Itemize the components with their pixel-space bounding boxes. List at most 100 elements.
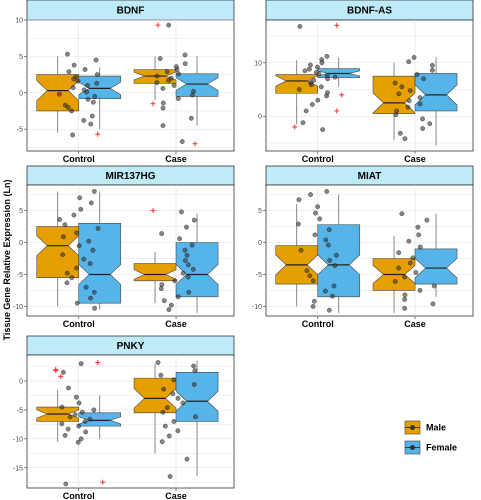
data-point: [90, 99, 96, 105]
data-point: [93, 57, 99, 63]
data-point: [180, 270, 186, 276]
data-point: [76, 423, 82, 429]
data-point: [59, 421, 65, 427]
x-category-label: Control: [63, 154, 95, 164]
data-point: [64, 270, 70, 276]
data-point: [88, 121, 94, 127]
data-point: [92, 305, 97, 311]
data-point: [307, 273, 313, 279]
data-point: [399, 84, 405, 90]
data-point: [160, 123, 166, 128]
y-tick-label: -10: [252, 304, 262, 311]
data-point: [313, 210, 318, 216]
data-point: [406, 59, 412, 65]
data-point: [66, 385, 71, 391]
data-point: [57, 217, 62, 222]
legend-item-male: Male: [404, 420, 446, 435]
data-point: [66, 69, 72, 75]
data-point: [74, 300, 80, 306]
data-point: [164, 69, 170, 75]
box-case-female: [175, 56, 219, 147]
data-point: [85, 83, 90, 88]
data-point: [324, 93, 329, 99]
box-case-male: [372, 236, 416, 313]
panel-miat: MIAT -10 -5 0 5 Control Case: [252, 165, 474, 329]
data-point: [411, 55, 417, 60]
data-point: [307, 66, 312, 72]
y-tick-label: 0: [19, 240, 23, 247]
data-point: [161, 298, 167, 304]
data-point: [420, 126, 425, 131]
data-point: [91, 290, 97, 295]
data-point: [59, 404, 65, 410]
data-point: [166, 78, 171, 83]
data-point: [392, 80, 398, 86]
x-category-label: Case: [165, 491, 187, 500]
data-point: [88, 295, 93, 301]
data-point: [161, 386, 166, 392]
box-body: [175, 372, 219, 422]
data-point: [297, 24, 303, 29]
data-point: [159, 439, 165, 445]
data-point: [75, 439, 81, 445]
data-point: [332, 74, 338, 80]
x-category-label: Control: [63, 319, 95, 329]
data-point: [331, 283, 337, 289]
data-point: [406, 238, 412, 244]
data-point: [193, 414, 198, 420]
data-point: [402, 274, 407, 280]
box-control-female: [78, 67, 122, 137]
data-point: [72, 412, 78, 417]
data-point: [407, 88, 413, 93]
y-axis-label: Tissue Gene Relative Expression (Ln): [2, 180, 12, 341]
data-point: [61, 369, 66, 375]
y-tick-label: 5: [258, 208, 262, 215]
legend-swatch-dot: [410, 445, 415, 450]
data-point: [71, 62, 77, 68]
data-point: [175, 294, 181, 300]
data-point: [186, 290, 192, 295]
box-body: [133, 263, 177, 282]
panel-title: BDNF: [117, 6, 145, 17]
y-tick-label: -5: [17, 272, 23, 279]
data-point: [296, 197, 302, 203]
data-point: [83, 429, 88, 435]
data-point: [402, 292, 408, 298]
data-point: [315, 204, 320, 210]
data-point: [417, 101, 423, 107]
data-point: [392, 279, 398, 284]
data-point: [324, 54, 330, 59]
data-point: [399, 211, 405, 217]
box-control-female: [78, 360, 122, 485]
data-point: [327, 258, 333, 263]
data-point: [397, 131, 403, 136]
y-tick-label: -10: [13, 436, 23, 443]
y-tick-label: 0: [258, 114, 262, 121]
data-point: [69, 108, 74, 114]
data-point: [166, 433, 172, 439]
data-point: [169, 302, 174, 308]
data-point: [158, 372, 164, 378]
box-body: [372, 75, 416, 114]
data-point: [424, 217, 430, 223]
data-point: [318, 84, 324, 90]
data-point: [320, 127, 325, 132]
data-point: [413, 270, 419, 275]
data-point: [85, 96, 91, 102]
data-point: [393, 112, 399, 117]
y-tick-label: 10: [15, 18, 23, 25]
y-tick-label: 5: [19, 208, 23, 215]
data-point: [310, 304, 316, 309]
data-point: [309, 102, 315, 107]
data-point: [323, 237, 329, 243]
data-point: [431, 283, 437, 289]
data-point: [177, 236, 182, 242]
data-point: [427, 121, 433, 127]
data-point: [184, 252, 190, 258]
data-point: [87, 261, 93, 266]
data-point: [160, 100, 166, 106]
data-point: [57, 91, 62, 97]
data-point: [81, 256, 87, 262]
data-point: [78, 361, 84, 367]
